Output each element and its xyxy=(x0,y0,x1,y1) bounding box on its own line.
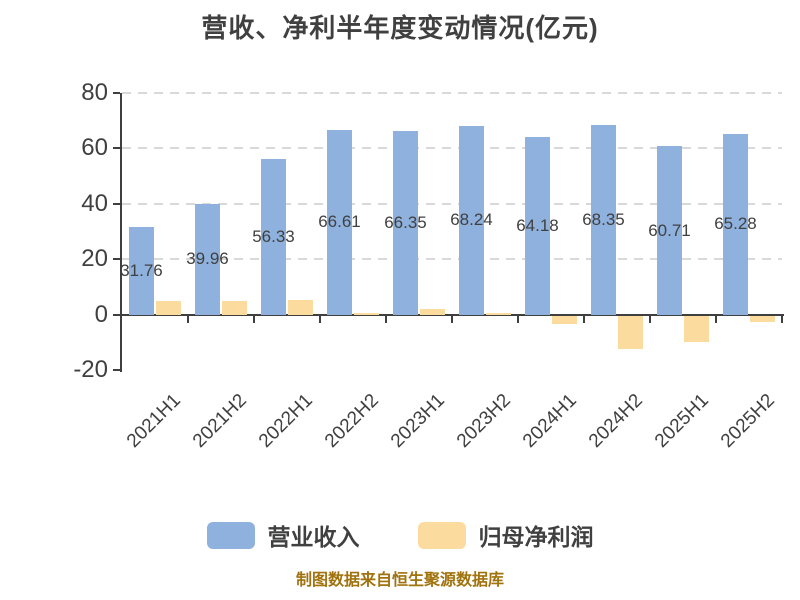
net-profit-bar xyxy=(552,315,577,324)
data-source-note: 制图数据来自恒生聚源数据库 xyxy=(295,572,504,589)
y-tick-label: 20 xyxy=(81,245,108,273)
revenue-bar-value: 64.18 xyxy=(516,215,559,235)
gridline-20 xyxy=(122,258,782,261)
net-profit-bar xyxy=(750,315,775,323)
net-profit-bar xyxy=(222,300,247,315)
gridline-40 xyxy=(122,202,782,205)
revenue-bar-value: 66.61 xyxy=(318,212,361,232)
net-profit-legend-label: 归母净利润 xyxy=(478,524,594,550)
x-axis-tick xyxy=(781,314,783,323)
net-profit-swatch xyxy=(417,521,466,549)
x-axis-tick xyxy=(715,314,717,323)
y-axis-tick xyxy=(113,147,120,150)
y-axis-line xyxy=(120,93,122,372)
legend-item-net-profit: 归母净利润 xyxy=(417,518,594,552)
gridline-80 xyxy=(122,92,782,94)
y-axis-tick xyxy=(113,258,120,261)
revenue-bar xyxy=(393,130,418,315)
x-axis-tick xyxy=(253,314,255,323)
x-axis-tick xyxy=(319,314,321,323)
revenue-bar xyxy=(261,158,286,315)
net-profit-bar xyxy=(420,309,445,315)
revenue-swatch xyxy=(206,521,255,549)
legend: 营业收入 归母净利润 xyxy=(0,518,800,552)
x-axis-tick xyxy=(187,314,189,323)
revenue-bar-value: 56.33 xyxy=(252,226,295,246)
chart-title: 营收、净利半年度变动情况(亿元) xyxy=(201,13,599,43)
revenue-bar xyxy=(459,125,484,315)
net-profit-bar xyxy=(618,315,643,349)
x-axis-tick xyxy=(451,314,453,323)
revenue-bar-value: 31.76 xyxy=(120,260,163,280)
plot-area: 80 60 40 20 0 -20 31.76 2021H1 39.96 2021H2 56.33 2… xyxy=(73,79,784,452)
x-axis-tick xyxy=(583,314,585,323)
net-profit-bar xyxy=(486,313,511,315)
revenue-bar xyxy=(525,136,550,315)
y-axis-tick xyxy=(113,313,120,316)
revenue-bar xyxy=(195,203,220,315)
net-profit-bar xyxy=(156,300,181,315)
y-axis-tick xyxy=(113,202,120,205)
revenue-bar-value: 39.96 xyxy=(186,249,229,269)
revenue-bar xyxy=(591,125,616,315)
gridline-60 xyxy=(122,147,782,150)
y-tick-label: 60 xyxy=(81,134,108,162)
x-axis-line xyxy=(122,313,784,316)
x-axis-tick xyxy=(517,314,519,323)
revenue-bar-value: 68.24 xyxy=(450,210,493,230)
revenue-bar xyxy=(327,130,352,315)
y-tick-label: -20 xyxy=(73,356,108,383)
revenue-bar xyxy=(723,133,748,315)
y-axis-tick xyxy=(113,369,120,371)
net-profit-bar xyxy=(684,315,709,342)
net-profit-bar xyxy=(354,312,379,315)
revenue-legend-label: 营业收入 xyxy=(267,524,360,550)
legend-item-revenue: 营业收入 xyxy=(206,518,360,552)
y-tick-label: 0 xyxy=(94,300,108,328)
y-tick-label: 80 xyxy=(81,79,108,106)
x-axis-tick xyxy=(649,314,651,323)
y-axis-tick xyxy=(113,92,120,94)
net-profit-bar xyxy=(288,300,313,315)
revenue-bar-value: 68.35 xyxy=(582,209,625,229)
revenue-bar-value: 60.71 xyxy=(648,220,691,240)
revenue-bar-value: 66.35 xyxy=(384,212,427,232)
x-axis-tick xyxy=(385,314,387,323)
revenue-bar-value: 65.28 xyxy=(714,214,757,234)
revenue-bar xyxy=(657,146,682,315)
revenue-bar xyxy=(129,226,154,315)
y-tick-label: 40 xyxy=(81,189,108,217)
